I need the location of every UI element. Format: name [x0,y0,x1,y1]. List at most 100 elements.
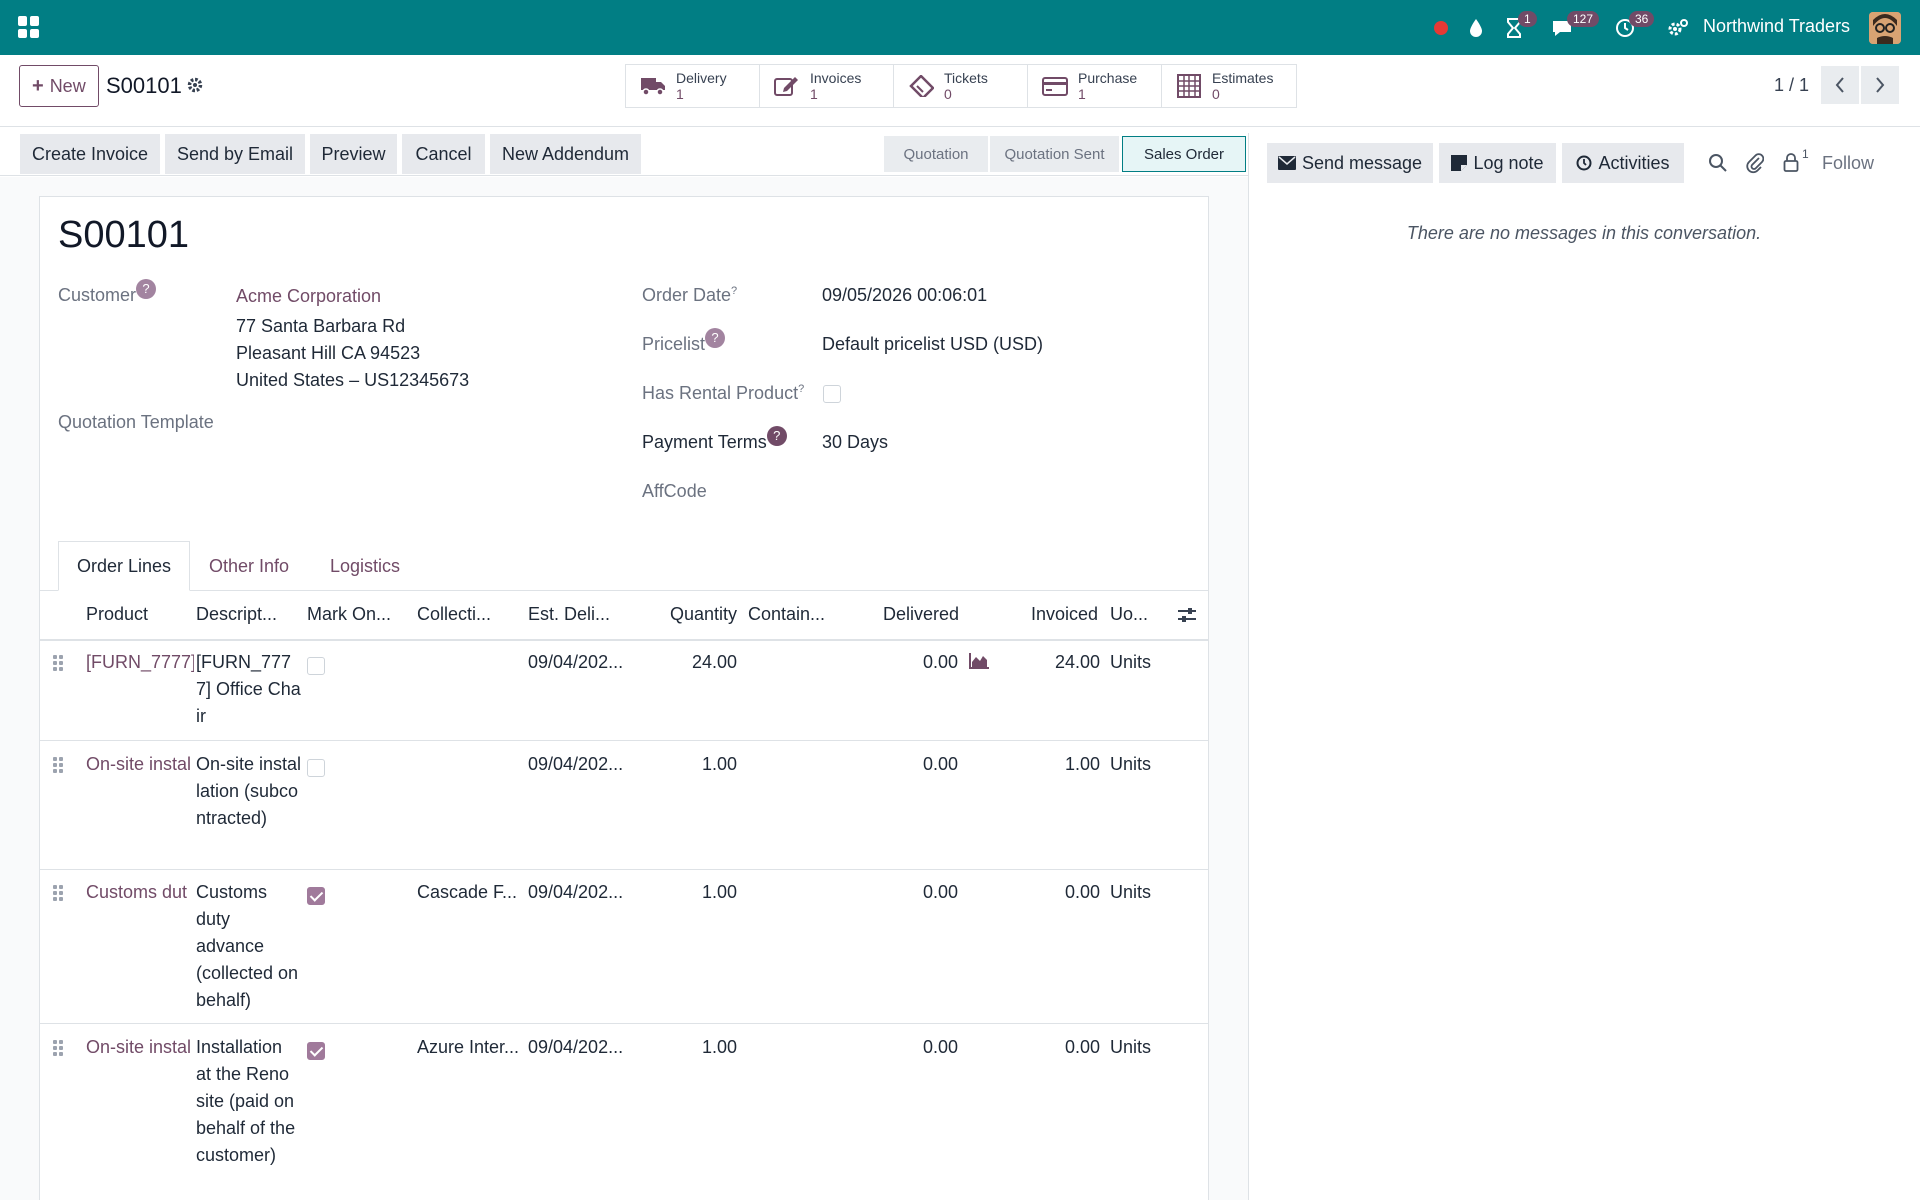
gear-icon[interactable] [186,76,204,99]
tabs-divider [39,590,1209,591]
order-date-help-icon[interactable]: ? [731,285,738,297]
drag-handle-icon[interactable] [53,1040,65,1058]
optional-columns-icon[interactable] [1177,606,1197,629]
search-icon[interactable] [1708,153,1728,178]
plus-icon: + [32,74,44,97]
row-mark-on-checkbox[interactable] [307,1042,325,1060]
drop-icon[interactable] [1465,14,1487,42]
tickets-smart-button[interactable]: Tickets 0 [894,65,1028,107]
row-delivered: 0.00 [922,754,958,774]
purchase-smart-button[interactable]: Purchase 1 [1028,65,1162,107]
followers-count: 1 [1802,147,1809,161]
row-mark-on-checkbox[interactable] [307,657,325,675]
col-product[interactable]: Product [86,604,149,624]
status-dot-icon[interactable] [1430,14,1452,42]
row-uom: Units [1110,754,1152,774]
drag-handle-icon[interactable] [53,757,65,775]
settings-gears-icon[interactable] [1666,14,1690,42]
row-est-delivery: 09/04/202... [528,652,624,672]
table-header-divider [39,639,1209,641]
rental-checkbox[interactable] [823,385,841,403]
row-invoiced: 0.00 [1064,1037,1100,1057]
chatter-panel [1248,133,1920,1200]
row-mark-on-checkbox[interactable] [307,887,325,905]
company-name[interactable]: Northwind Traders [1703,16,1851,36]
col-description[interactable]: Descript... [196,604,278,624]
payment-terms-help-icon[interactable]: ? [766,426,787,446]
pricelist-value[interactable]: Default pricelist USD (USD) [822,334,1044,354]
drag-handle-icon[interactable] [53,655,65,673]
order-date-value[interactable]: 09/05/2026 00:06:01 [822,285,988,305]
col-container[interactable]: Contain... [748,604,826,624]
new-addendum-button[interactable]: New Addendum [490,134,641,174]
payment-terms-value[interactable]: 30 Days [822,432,889,452]
send-message-button[interactable]: Send message [1267,143,1433,183]
tab-other-info[interactable]: Other Info [208,555,290,576]
pager-next-button[interactable] [1861,66,1899,104]
note-icon [1451,155,1468,171]
tab-logistics[interactable]: Logistics [329,555,401,576]
activity-badge: 1 [1518,11,1537,27]
chevron-left-icon [1835,77,1844,93]
credit-card-icon [1042,77,1068,96]
pager-previous-button[interactable] [1821,66,1859,104]
row-product[interactable]: Customs dut [86,882,188,902]
messages-icon[interactable]: 127 [1547,11,1600,42]
drag-handle-icon[interactable] [53,885,65,903]
follow-button[interactable]: Follow [1822,153,1875,173]
row-divider [39,740,1209,741]
row-mark-on-checkbox[interactable] [307,759,325,777]
activities-button[interactable]: Activities [1562,143,1684,183]
apps-menu-icon[interactable] [18,16,40,38]
pricelist-help-icon[interactable]: ? [705,328,726,348]
customer-help-icon[interactable]: ? [136,279,157,299]
rental-help-icon[interactable]: ? [798,383,805,395]
row-collection: Azure Inter... [417,1037,520,1057]
create-invoice-button[interactable]: Create Invoice [20,134,160,174]
stage-quotation[interactable]: Quotation [884,136,988,172]
pager-value[interactable]: 1 / 1 [1774,75,1810,95]
col-uom[interactable]: Uo... [1110,604,1149,624]
row-uom: Units [1110,882,1152,902]
user-avatar[interactable] [1869,12,1901,44]
send-message-label: Send message [1301,152,1423,173]
chevron-right-icon [1876,77,1885,93]
tab-order-lines[interactable]: Order Lines [58,541,190,591]
cancel-button[interactable]: Cancel [402,134,485,174]
row-invoiced: 0.00 [1064,882,1100,902]
stage-sales-order[interactable]: Sales Order [1122,136,1246,172]
row-product[interactable]: On-site instal [86,754,192,774]
customer-link[interactable]: Acme Corporation [236,286,382,306]
row-product[interactable]: On-site instal [86,1037,192,1057]
col-quantity[interactable]: Quantity [670,604,738,624]
smart-buttons: Delivery 1 Invoices 1 Tickets 0 Purchase 1 E… [625,64,1297,108]
payment-terms-label-text: Payment Terms [642,432,767,452]
paperclip-icon[interactable] [1746,152,1765,179]
row-est-delivery: 09/04/202... [528,1037,624,1057]
col-collection[interactable]: Collecti... [417,604,492,624]
col-invoiced[interactable]: Invoiced [1031,604,1099,624]
preview-button[interactable]: Preview [310,134,397,174]
new-button[interactable]: + New [19,65,99,107]
affcode-label: AffCode [642,481,707,501]
activity-hourglass-icon[interactable]: 1 [1500,11,1537,42]
delivery-smart-button[interactable]: Delivery 1 [626,65,760,107]
row-description: [FURN_7777] Office Chair [196,652,301,726]
log-note-button[interactable]: Log note [1439,143,1556,183]
pricelist-label: Pricelist? [642,328,726,355]
clock-icon[interactable]: 36 [1611,11,1655,42]
col-delivered[interactable]: Delivered [883,604,960,624]
ticket-icon [909,75,934,97]
row-quantity: 24.00 [691,652,737,672]
send-by-email-button[interactable]: Send by Email [165,134,305,174]
invoices-smart-button[interactable]: Invoices 1 [760,65,894,107]
estimates-smart-button[interactable]: Estimates 0 [1162,65,1296,107]
row-product[interactable]: [FURN_7777] [86,652,194,672]
messages-badge: 127 [1567,11,1600,27]
col-est-delivery[interactable]: Est. Deli... [528,604,611,624]
forecast-chart-icon[interactable] [968,652,990,675]
stage-quotation-sent[interactable]: Quotation Sent [990,136,1119,172]
lock-icon[interactable] [1783,152,1799,177]
col-mark-on[interactable]: Mark On... [307,604,392,624]
tickets-count: 0 [944,86,952,102]
